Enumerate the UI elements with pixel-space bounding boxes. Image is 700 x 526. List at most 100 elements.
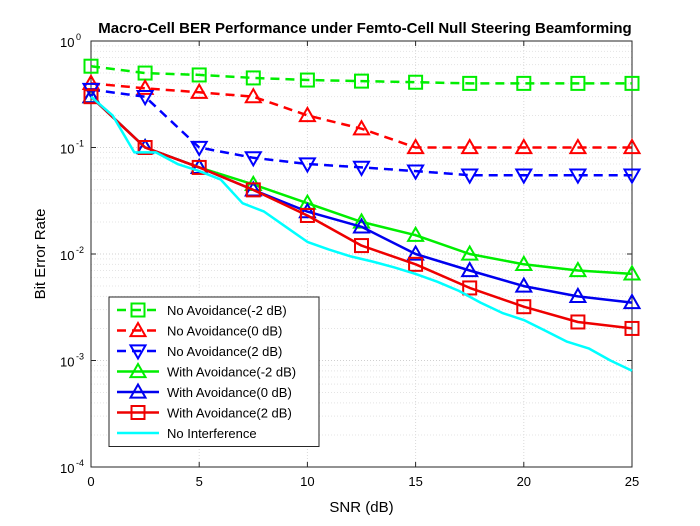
data-point: [245, 70, 261, 86]
y-tick-exponent: -2: [76, 245, 84, 255]
data-point: [622, 293, 642, 310]
data-point: [460, 168, 479, 185]
x-tick-label: 10: [300, 474, 314, 489]
data-point: [624, 75, 640, 91]
x-tick-label: 20: [517, 474, 531, 489]
series-2: [81, 73, 642, 155]
data-point: [408, 256, 424, 272]
legend-marker: [128, 344, 148, 361]
series-line: [90, 64, 632, 85]
data-point: [189, 82, 209, 99]
data-point: [568, 137, 588, 155]
y-tick-label: 10: [60, 142, 74, 157]
data-point: [568, 286, 588, 304]
data-point: [622, 137, 642, 155]
data-point: [406, 225, 425, 242]
series-group: [81, 58, 642, 372]
data-point: [516, 75, 532, 91]
data-point: [406, 164, 425, 181]
data-point: [299, 72, 315, 88]
y-tick-label: 10: [60, 248, 74, 263]
legend-marker: [128, 361, 148, 379]
data-point: [244, 151, 263, 168]
data-point: [298, 157, 317, 174]
series-line: [90, 95, 633, 330]
data-point: [244, 87, 263, 104]
legend: No Avoidance(-2 dB) No Avoidance(0 dB) No …: [108, 296, 320, 447]
data-point: [514, 254, 534, 271]
data-point: [352, 217, 371, 234]
series-6: [83, 89, 640, 336]
data-point: [568, 168, 588, 185]
data-point: [460, 244, 479, 261]
x-tick-label: 25: [625, 474, 639, 489]
legend-marker: [128, 382, 148, 399]
data-point: [135, 90, 155, 107]
legend-label: With Avoidance(0 dB): [167, 385, 292, 400]
data-point: [406, 244, 425, 261]
data-point: [624, 320, 640, 336]
data-point: [83, 89, 99, 105]
y-tick-exponent: 0: [76, 32, 81, 42]
y-tick-label: 10: [60, 35, 74, 50]
data-point: [245, 182, 261, 198]
data-point: [516, 299, 532, 315]
series-3: [81, 82, 642, 185]
chart-title: Macro-Cell BER Performance under Femto-C…: [98, 20, 631, 37]
data-point: [408, 74, 424, 90]
data-point: [299, 207, 315, 223]
data-point: [83, 58, 99, 74]
data-point: [189, 140, 209, 158]
data-point: [191, 159, 207, 175]
data-point: [406, 137, 425, 155]
y-tick-exponent: -1: [76, 139, 84, 149]
y-axis-label: Bit Error Rate: [32, 209, 49, 300]
series-1: [83, 58, 640, 91]
legend-label: No Interference: [167, 426, 257, 441]
data-point: [352, 119, 371, 136]
data-point: [135, 78, 155, 95]
data-point: [354, 73, 369, 89]
data-point: [298, 105, 317, 123]
y-tick-exponent: -3: [76, 352, 84, 362]
data-point: [570, 75, 586, 91]
y-tick-label: 10: [60, 461, 74, 476]
data-point: [462, 280, 478, 296]
data-point: [514, 168, 534, 185]
legend-marker: [130, 405, 146, 420]
series-line: [90, 82, 632, 149]
x-tick-label: 5: [196, 474, 203, 489]
data-point: [622, 168, 642, 185]
data-point: [568, 260, 588, 278]
data-point: [298, 202, 317, 219]
y-tick-exponent: -4: [76, 458, 84, 468]
legend-marker: [130, 302, 146, 318]
legend-marker: [128, 320, 148, 338]
data-point: [514, 276, 534, 293]
x-tick-label: 15: [408, 474, 422, 489]
legend-label: No Avoidance(0 dB): [167, 324, 282, 339]
data-point: [514, 137, 534, 155]
x-tick-label: 0: [87, 474, 94, 489]
data-point: [460, 137, 479, 155]
series-line: [90, 95, 633, 372]
data-point: [570, 314, 586, 330]
legend-label: No Avoidance(2 dB): [167, 344, 282, 359]
data-point: [460, 260, 479, 278]
data-point: [191, 67, 207, 83]
data-point: [354, 238, 369, 254]
data-point: [137, 140, 153, 155]
series-7: [90, 95, 633, 372]
x-axis-label: SNR (dB): [329, 499, 393, 516]
legend-label: With Avoidance(-2 dB): [167, 365, 296, 380]
data-point: [352, 160, 371, 177]
series-line: [90, 88, 632, 177]
data-point: [622, 264, 642, 281]
legend-label: No Avoidance(-2 dB): [167, 303, 287, 318]
y-tick-label: 10: [60, 355, 74, 370]
legend-label: With Avoidance(2 dB): [167, 406, 292, 421]
axes: [90, 40, 633, 468]
data-point: [462, 75, 478, 91]
